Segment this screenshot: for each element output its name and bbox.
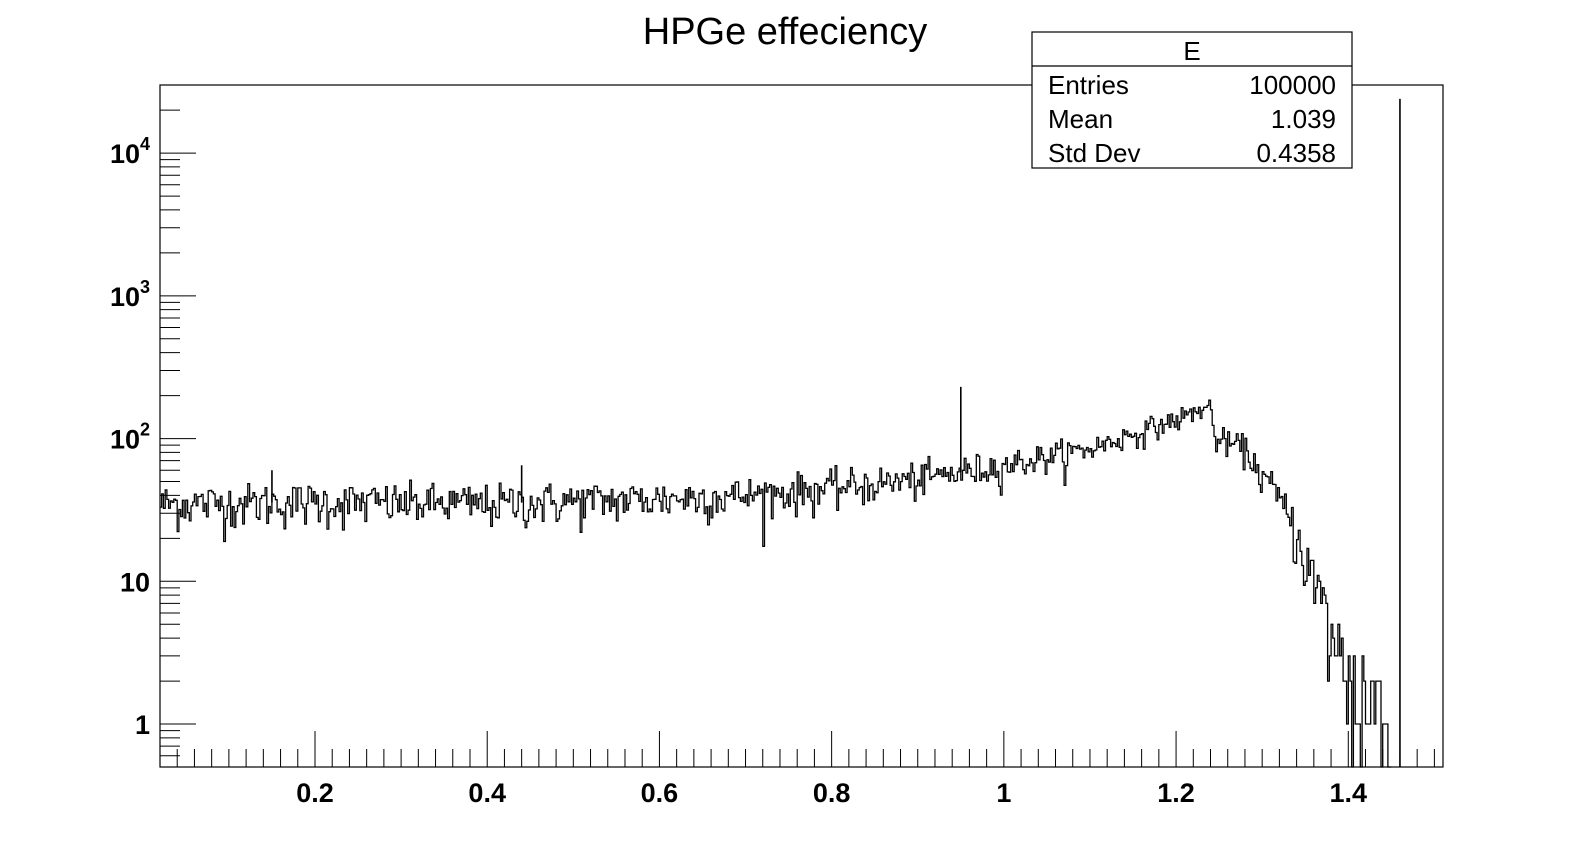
- histogram-spikes: [271, 98, 1401, 767]
- stats-box-title: E: [1183, 36, 1200, 66]
- stats-stddev-label: Std Dev: [1048, 138, 1141, 168]
- x-tick-label: 0.8: [813, 778, 851, 808]
- plot-frame: [159, 84, 1444, 768]
- x-tick-labels: 0.2 0.4 0.6 0.8 1 1.2 1.4: [296, 778, 1367, 808]
- y-tick-label: 102: [110, 420, 150, 455]
- stats-entries-value: 100000: [1249, 70, 1336, 100]
- x-tick-label: 0.4: [468, 778, 506, 808]
- x-tick-label: 0.6: [641, 778, 679, 808]
- x-tick-label: 1.2: [1157, 778, 1195, 808]
- x-tick-label: 1: [996, 778, 1011, 808]
- y-tick-label: 104: [110, 134, 150, 169]
- y-axis: [160, 84, 196, 768]
- stats-mean-label: Mean: [1048, 104, 1113, 134]
- stats-stddev-value: 0.4358: [1256, 138, 1336, 168]
- histogram-series-line: [160, 399, 1392, 768]
- stats-entries-label: Entries: [1048, 70, 1129, 100]
- stats-box-frame: [1031, 31, 1353, 169]
- x-axis: [159, 731, 1435, 767]
- y-tick-labels: 1 10 102 103 104: [110, 134, 150, 740]
- y-tick-label: 1: [135, 710, 150, 740]
- chart-title: HPGe effeciency: [643, 11, 927, 53]
- y-tick-label: 10: [120, 567, 150, 597]
- x-tick-label: 1.4: [1330, 778, 1368, 808]
- stats-box: E Entries 100000 Mean 1.039 Std Dev 0.43…: [1031, 31, 1353, 169]
- stats-mean-value: 1.039: [1271, 104, 1336, 134]
- x-tick-label: 0.2: [296, 778, 334, 808]
- y-tick-label: 103: [110, 277, 150, 312]
